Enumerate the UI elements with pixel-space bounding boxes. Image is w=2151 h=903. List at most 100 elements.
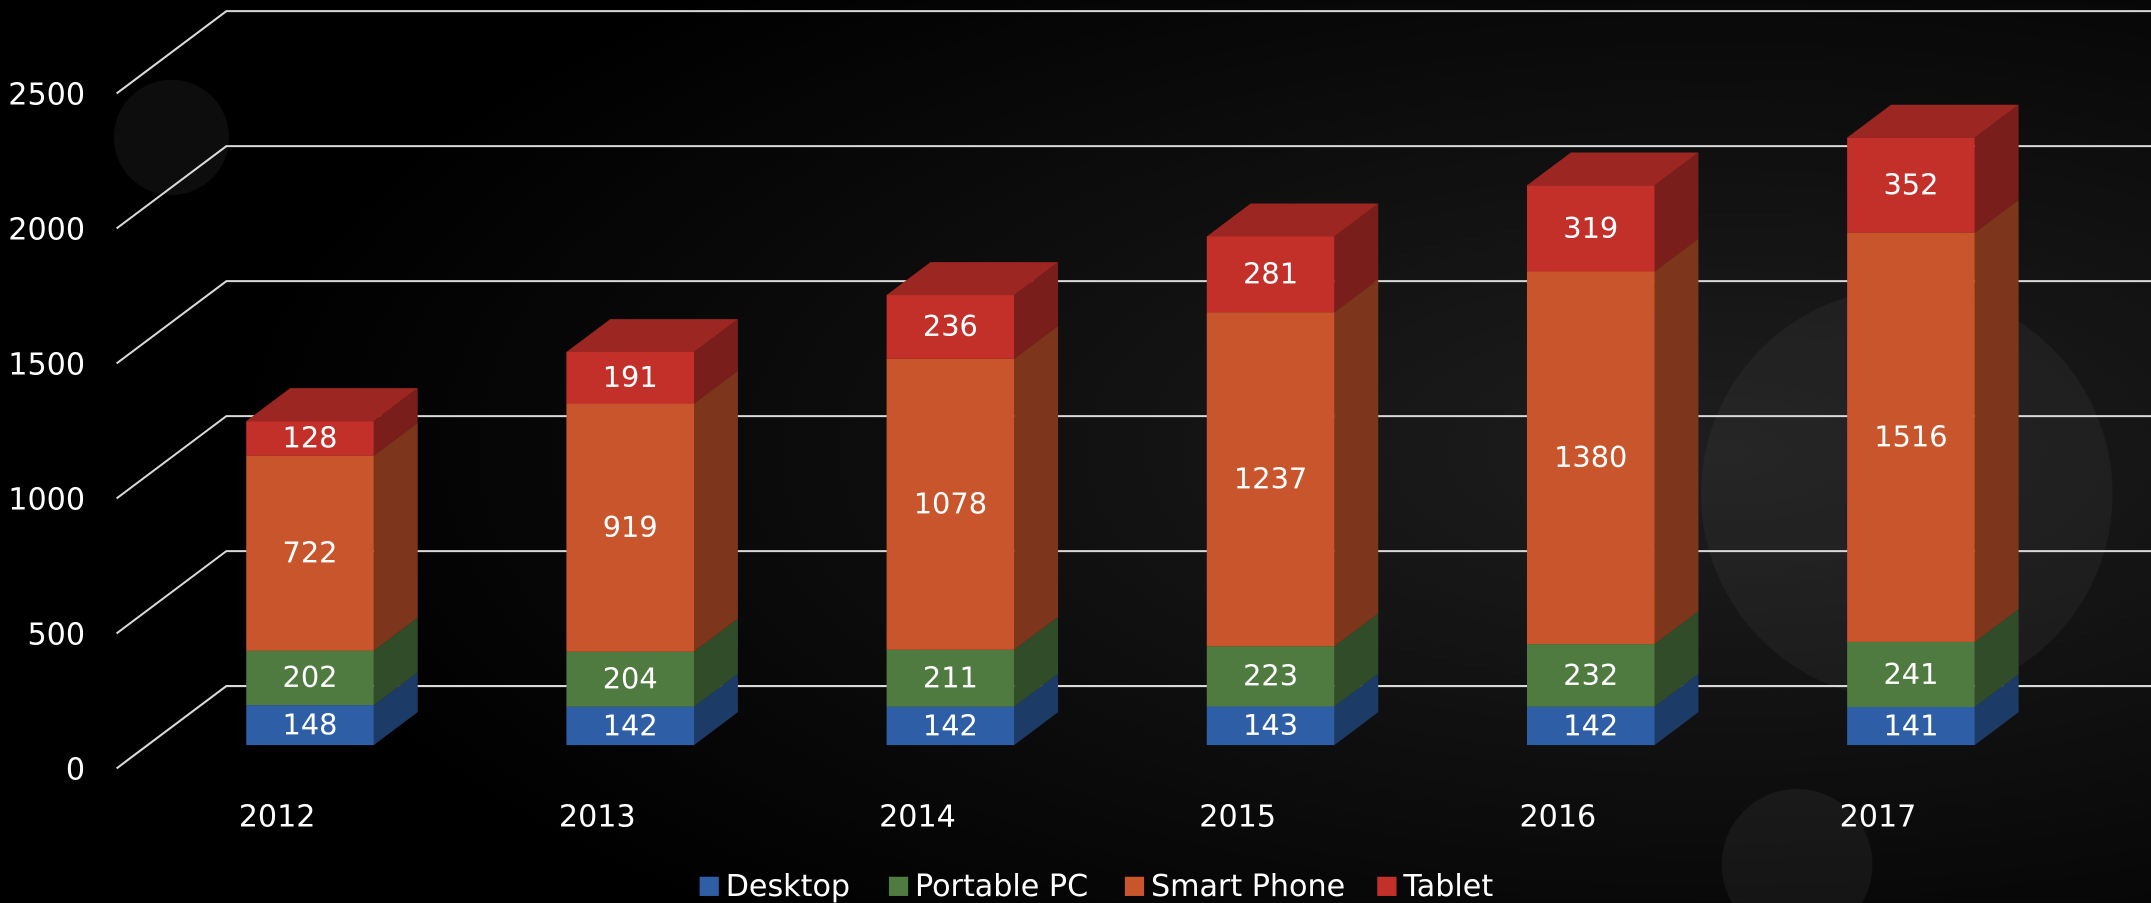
value-label: 319 [1563, 211, 1618, 245]
bar-segment [886, 295, 1015, 359]
bar-segment [886, 706, 1015, 746]
legend-swatch [699, 876, 719, 896]
legend-label: Smart Phone [1151, 869, 1345, 903]
value-label: 352 [1883, 168, 1938, 202]
x-tick-label: 2016 [1519, 799, 1596, 834]
y-tick-label: 2000 [8, 213, 85, 248]
value-label: 241 [1883, 657, 1938, 691]
bar-side [1974, 609, 2019, 708]
value-label: 142 [923, 708, 978, 742]
bar-top [1847, 104, 2019, 138]
legend-label: Desktop [726, 869, 850, 903]
bar-segment [566, 403, 694, 652]
bar-side [1014, 616, 1059, 707]
grid-line [115, 10, 2151, 95]
legend-label: Tablet [1402, 869, 1493, 903]
value-label: 211 [923, 661, 978, 695]
x-tick-label: 2012 [239, 799, 316, 834]
legend-swatch [1124, 876, 1145, 896]
y-tick-label: 2500 [8, 78, 85, 113]
value-label: 142 [1563, 708, 1618, 742]
bar-segment [1847, 232, 1975, 642]
bar-segment [1206, 706, 1335, 746]
y-tick-label: 500 [27, 618, 85, 653]
value-label: 232 [1563, 658, 1618, 692]
bar-top [886, 262, 1059, 296]
bar-side [373, 672, 418, 746]
value-label: 1380 [1554, 440, 1627, 474]
value-label: 202 [283, 660, 338, 694]
bar-side [1654, 673, 1699, 746]
legend-swatch [888, 876, 909, 896]
grid-line [115, 145, 2151, 230]
bar-side [1974, 674, 2019, 746]
bar-side [373, 422, 418, 651]
bar-side [1014, 325, 1059, 650]
bar-segment [1847, 137, 1975, 233]
bar-side [1014, 673, 1059, 746]
bar-segment [1206, 646, 1335, 707]
bar-side [373, 617, 418, 706]
plot: 0 500 1000 1500 2000 2500 2012 148 202 722 128 2013… [8, 10, 2151, 903]
value-label: 191 [603, 360, 658, 394]
y-tick-label: 1500 [8, 348, 85, 383]
bar-side [693, 673, 738, 746]
value-label: 919 [603, 510, 658, 544]
bar-segment [566, 351, 694, 404]
decor [1721, 788, 1873, 903]
value-label: 141 [1883, 708, 1938, 742]
bar-side [1974, 199, 2019, 642]
bar-side [693, 370, 738, 652]
bar-side [693, 618, 738, 707]
bar-segment [1847, 707, 1975, 746]
bar-segment [1847, 641, 1975, 708]
bar-side [1334, 613, 1379, 707]
x-tick-label: 2013 [559, 799, 636, 834]
x-tick-label: 2014 [879, 799, 956, 834]
value-label: 722 [283, 535, 338, 569]
y-tick-label: 0 [66, 753, 85, 788]
x-tick-label: 2015 [1199, 799, 1276, 834]
bar-segment [1206, 312, 1335, 647]
grid-line [115, 415, 2151, 500]
bar-top [246, 388, 418, 422]
value-label: 148 [283, 707, 338, 741]
decor [113, 79, 230, 195]
bar-segment [246, 705, 374, 746]
grid-line [115, 280, 2151, 365]
bar-top [566, 319, 738, 352]
bar-segment [1526, 706, 1655, 746]
value-label: 1516 [1874, 420, 1947, 454]
bar-segment [886, 649, 1015, 707]
bar-top [1526, 152, 1699, 186]
y-tick-label: 1000 [8, 483, 85, 518]
bar-segment [566, 651, 694, 707]
grid-line [115, 550, 2151, 635]
value-label: 223 [1243, 659, 1298, 693]
bar-segment [886, 358, 1015, 650]
x-tick-label: 2017 [1840, 799, 1917, 834]
value-label: 236 [923, 309, 978, 343]
value-label: 128 [283, 421, 338, 455]
bar-side [1974, 104, 2019, 233]
value-label: 281 [1243, 257, 1298, 291]
bar-segment [1526, 271, 1655, 645]
bar-segment [246, 650, 374, 706]
bar-segment [1526, 644, 1655, 707]
legend-swatch [1377, 876, 1397, 896]
bar-side [1654, 611, 1699, 707]
grid-line [115, 685, 2151, 770]
value-label: 204 [603, 662, 658, 696]
value-label: 1237 [1234, 462, 1307, 496]
bar-segment [1526, 185, 1655, 272]
bar-side [373, 388, 418, 456]
value-label: 1078 [914, 487, 987, 521]
bar-segment [246, 455, 374, 651]
bar-side [1334, 279, 1379, 647]
bar-segment [566, 706, 694, 746]
value-label: 142 [603, 708, 658, 742]
bar-side [1014, 262, 1059, 359]
bar-segment [1206, 236, 1335, 313]
